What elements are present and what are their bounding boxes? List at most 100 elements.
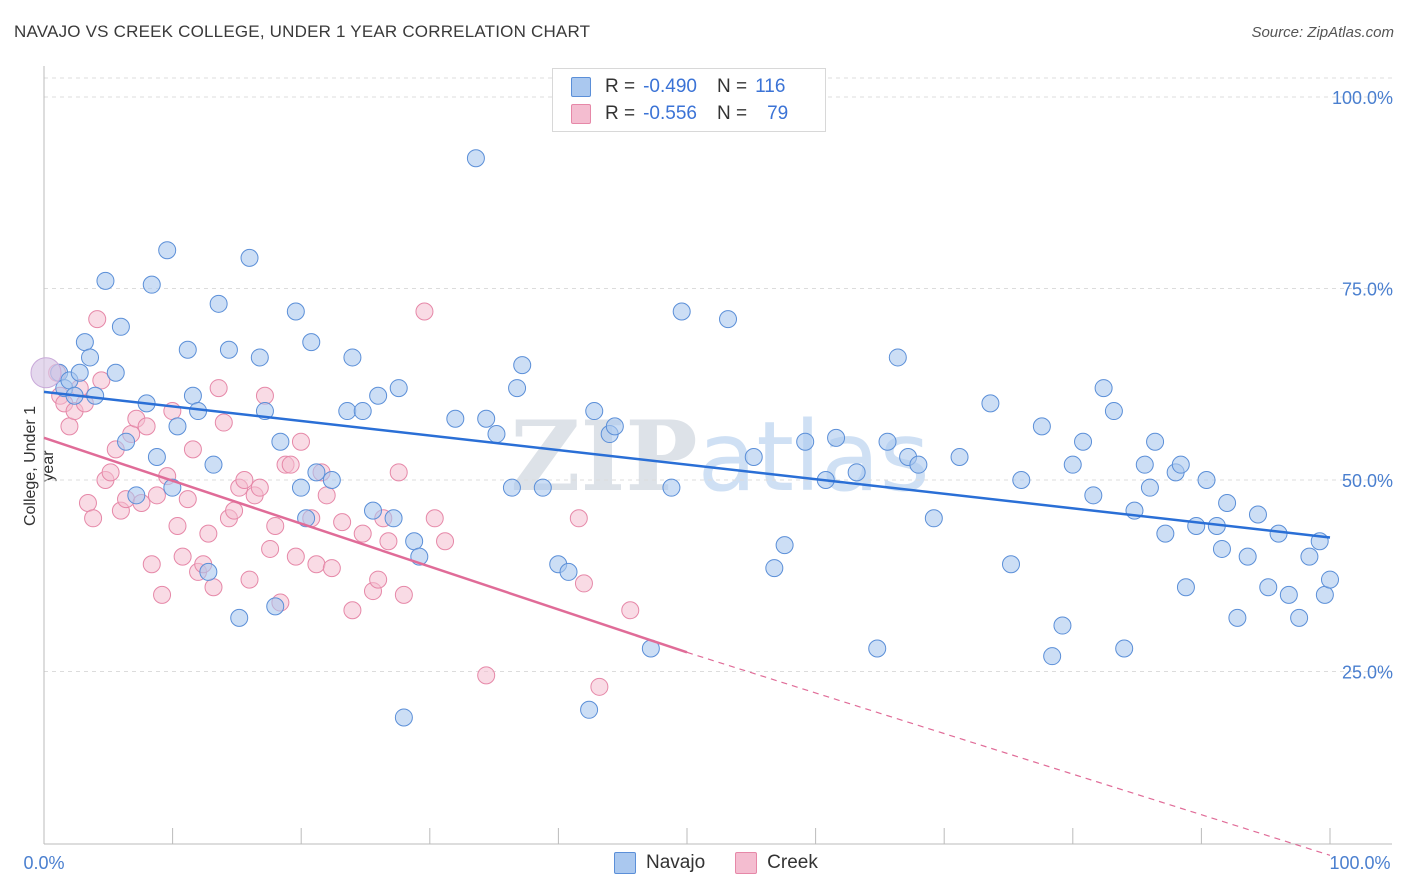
navajo-point xyxy=(230,608,249,627)
navajo-point xyxy=(199,562,218,581)
navajo-point xyxy=(266,597,285,616)
creek-point xyxy=(204,578,223,597)
creek-point xyxy=(137,417,156,436)
creek-point xyxy=(569,509,588,528)
navajo-point xyxy=(950,448,969,467)
creek-trendline-extension xyxy=(686,651,1331,856)
creek-point xyxy=(183,440,202,459)
navajo-point xyxy=(307,463,326,482)
creek-point xyxy=(317,486,336,505)
creek-r-value: -0.556 xyxy=(643,103,697,124)
creek-point xyxy=(281,455,300,474)
navajo-point xyxy=(343,348,362,367)
navajo-point xyxy=(1146,432,1165,451)
legend-row-navajo: R = -0.490 N = 116 xyxy=(571,74,785,100)
legend-item-creek[interactable]: Creek xyxy=(735,852,818,874)
navajo-r-value: -0.490 xyxy=(643,76,697,97)
navajo-point xyxy=(1156,524,1175,543)
navajo-point xyxy=(204,455,223,474)
navajo-point xyxy=(847,463,866,482)
creek-point xyxy=(307,555,326,574)
y-tick-label: 75.0% xyxy=(1342,280,1393,300)
navajo-point xyxy=(1012,471,1031,489)
creek-point xyxy=(266,516,285,535)
creek-swatch xyxy=(571,104,591,124)
creek-point xyxy=(353,524,372,543)
series-legend: Navajo Creek xyxy=(614,852,848,874)
navajo-point xyxy=(250,348,269,367)
navajo-point xyxy=(117,432,136,451)
navajo-point xyxy=(1290,608,1309,627)
navajo-point xyxy=(1074,432,1093,451)
navajo-point xyxy=(240,248,259,267)
navajo-point xyxy=(1228,608,1247,627)
creek-trendline xyxy=(43,436,688,654)
navajo-point xyxy=(533,478,552,497)
creek-point xyxy=(333,513,352,532)
creek-n-value: 79 xyxy=(767,103,789,124)
navajo-point xyxy=(1115,639,1134,658)
navajo-point xyxy=(178,340,197,359)
navajo-point xyxy=(1300,547,1319,566)
navajo-point xyxy=(662,478,681,497)
navajo-point xyxy=(1238,547,1257,566)
creek-point xyxy=(214,413,233,432)
creek-point xyxy=(436,532,455,551)
x-tick-label-right: 100.0% xyxy=(1329,853,1390,873)
navajo-point xyxy=(322,471,341,489)
navajo-point xyxy=(796,432,815,451)
source-label: Source: ZipAtlas.com xyxy=(1251,24,1394,41)
creek-point xyxy=(178,490,197,509)
creek-point xyxy=(88,310,107,329)
creek-point xyxy=(147,486,166,505)
navajo-point xyxy=(384,509,403,528)
creek-point xyxy=(209,379,228,398)
navajo-legend-label: Navajo xyxy=(646,852,706,873)
creek-point xyxy=(369,570,388,589)
navajo-legend-swatch xyxy=(614,852,636,874)
navajo-point xyxy=(1140,478,1159,497)
x-tick-label-left: 0.0% xyxy=(23,853,64,873)
navajo-point xyxy=(513,356,532,375)
navajo-point xyxy=(183,386,202,405)
navajo-swatch xyxy=(571,77,591,97)
navajo-point xyxy=(827,428,846,447)
creek-point xyxy=(78,493,97,512)
navajo-n-value: 116 xyxy=(755,76,786,97)
creek-point xyxy=(379,532,398,551)
navajo-point xyxy=(369,386,388,405)
navajo-point xyxy=(487,425,506,444)
navajo-point xyxy=(580,700,599,719)
creek-point xyxy=(477,666,496,685)
creek-point xyxy=(199,524,218,543)
navajo-point xyxy=(585,402,604,421)
creek-point xyxy=(590,677,609,696)
navajo-point xyxy=(1269,524,1288,543)
navajo-point xyxy=(1053,616,1072,635)
creek-point xyxy=(60,417,79,436)
navajo-point xyxy=(291,478,310,497)
navajo-point xyxy=(1197,471,1216,489)
creek-point xyxy=(142,555,161,574)
navajo-point xyxy=(219,340,238,359)
navajo-point xyxy=(605,417,624,436)
navajo-point xyxy=(1032,417,1051,436)
navajo-point xyxy=(508,379,527,398)
navajo-point xyxy=(168,417,187,436)
navajo-point xyxy=(142,275,161,294)
creek-point xyxy=(153,585,172,604)
legend-item-navajo[interactable]: Navajo xyxy=(614,852,705,874)
navajo-point xyxy=(502,478,521,497)
navajo-point xyxy=(286,302,305,321)
creek-point xyxy=(240,570,259,589)
navajo-point xyxy=(1248,505,1267,524)
y-tick-label: 50.0% xyxy=(1342,471,1393,491)
navajo-point xyxy=(878,432,897,451)
navajo-point xyxy=(1094,379,1113,398)
navajo-point xyxy=(127,486,146,505)
creek-point xyxy=(225,501,244,520)
navajo-point xyxy=(1212,539,1231,558)
navajo-point xyxy=(1171,455,1190,474)
navajo-point xyxy=(719,310,738,329)
creek-point xyxy=(168,516,187,535)
